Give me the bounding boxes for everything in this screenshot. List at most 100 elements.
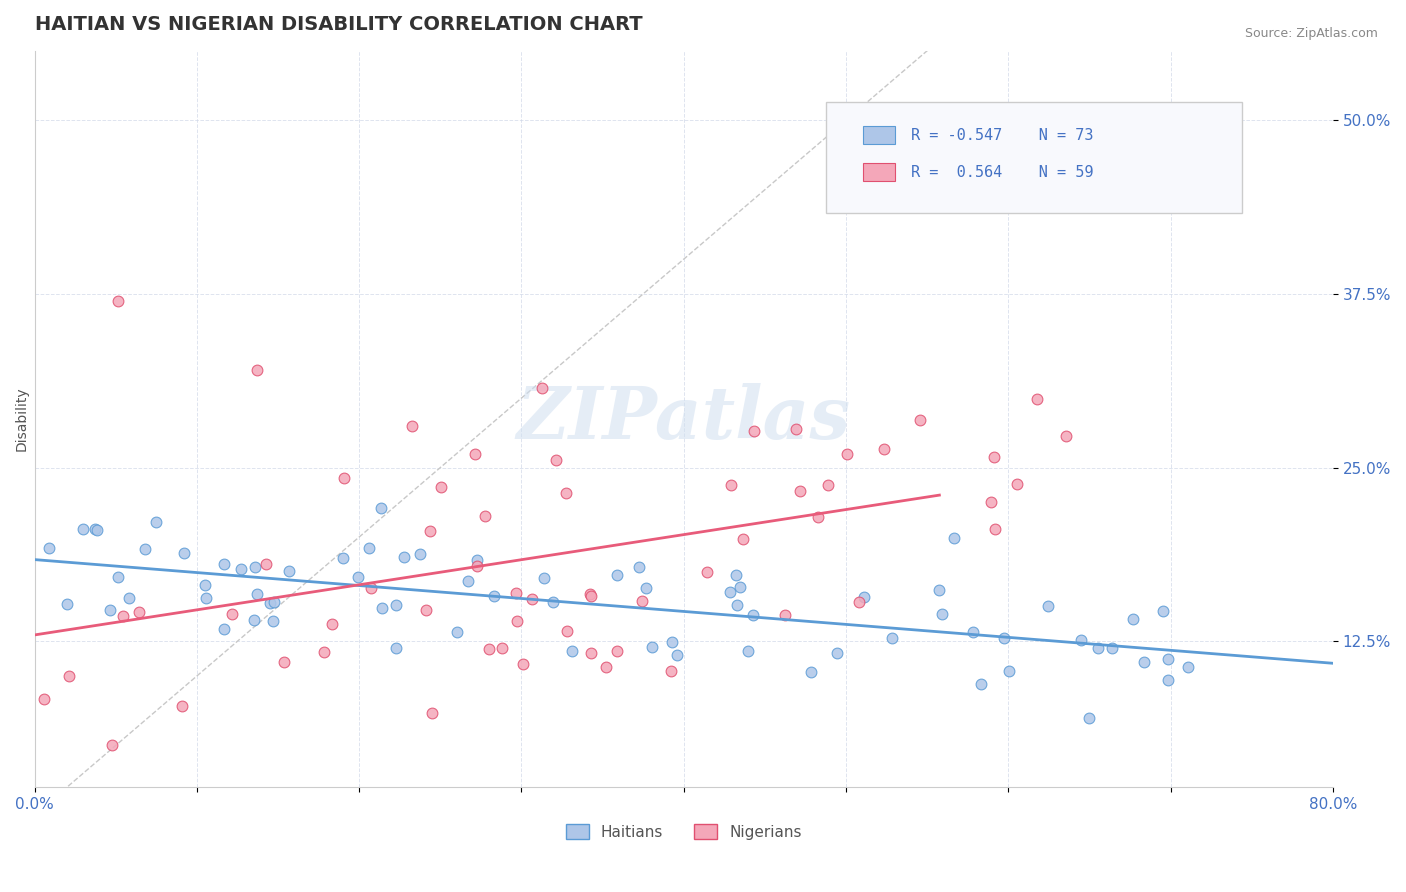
Point — [107, 293, 129, 308]
Text: ZIPatlas: ZIPatlas — [516, 384, 851, 455]
Point — [1070, 633, 1092, 648]
Point — [170, 698, 193, 713]
Point — [312, 645, 335, 659]
Point — [554, 485, 576, 500]
Point — [561, 644, 583, 658]
Point — [242, 613, 264, 627]
Point — [1152, 604, 1174, 618]
Point — [505, 586, 527, 600]
Point — [962, 624, 984, 639]
Point — [332, 550, 354, 565]
Text: R =  0.564    N = 59: R = 0.564 N = 59 — [911, 165, 1094, 180]
Point — [659, 664, 682, 678]
Point — [278, 564, 301, 578]
Point — [491, 640, 513, 655]
Point — [825, 646, 848, 660]
Point — [195, 591, 218, 605]
Point — [465, 558, 488, 573]
Point — [55, 597, 77, 611]
Point — [254, 557, 277, 571]
Point — [273, 656, 295, 670]
Point — [1054, 429, 1077, 443]
Point — [128, 605, 150, 619]
Point — [993, 631, 1015, 645]
Point — [482, 589, 505, 603]
Point — [880, 631, 903, 645]
Point — [696, 565, 718, 579]
Point — [720, 478, 742, 492]
Point — [173, 546, 195, 560]
Point — [430, 480, 453, 494]
Point — [741, 608, 763, 623]
Point — [595, 660, 617, 674]
Point — [360, 582, 382, 596]
Point — [737, 643, 759, 657]
Point — [1122, 612, 1144, 626]
Point — [546, 453, 568, 467]
FancyBboxPatch shape — [827, 103, 1241, 213]
Point — [848, 595, 870, 609]
Point — [1007, 477, 1029, 491]
Point — [853, 590, 876, 604]
Point — [221, 607, 243, 622]
Point — [1177, 659, 1199, 673]
Point — [718, 585, 741, 599]
Point — [1078, 711, 1101, 725]
Point — [263, 595, 285, 609]
Legend: Haitians, Nigerians: Haitians, Nigerians — [560, 818, 807, 846]
Text: R = -0.547    N = 73: R = -0.547 N = 73 — [911, 128, 1094, 143]
Point — [789, 483, 811, 498]
Point — [800, 665, 823, 680]
Point — [457, 574, 479, 588]
Point — [837, 447, 859, 461]
Point — [357, 541, 380, 556]
Point — [246, 363, 269, 377]
Point — [474, 509, 496, 524]
Point — [333, 471, 356, 485]
FancyBboxPatch shape — [863, 162, 896, 181]
Point — [1132, 655, 1154, 669]
Point — [640, 640, 662, 655]
Point — [321, 617, 343, 632]
Point — [873, 442, 896, 456]
Point — [478, 641, 501, 656]
Point — [394, 549, 416, 564]
Point — [522, 591, 544, 606]
Point — [666, 648, 689, 662]
Y-axis label: Disability: Disability — [15, 386, 30, 451]
Point — [1157, 673, 1180, 687]
Point — [422, 706, 444, 720]
Point — [908, 412, 931, 426]
Point — [58, 669, 80, 683]
Point — [464, 447, 486, 461]
Point — [742, 424, 765, 438]
Point — [983, 522, 1005, 536]
Point — [928, 583, 950, 598]
Point — [785, 422, 807, 436]
Point — [980, 495, 1002, 509]
Point — [969, 677, 991, 691]
Point — [543, 594, 565, 608]
Point — [1087, 640, 1109, 655]
Text: HAITIAN VS NIGERIAN DISABILITY CORRELATION CHART: HAITIAN VS NIGERIAN DISABILITY CORRELATI… — [35, 15, 643, 34]
Point — [661, 634, 683, 648]
Point — [385, 640, 408, 655]
Point — [631, 593, 654, 607]
Point — [212, 557, 235, 571]
Point — [606, 568, 628, 582]
Point — [636, 581, 658, 595]
Point — [246, 587, 269, 601]
Point — [533, 570, 555, 584]
Point — [384, 598, 406, 612]
Point — [931, 607, 953, 621]
Point — [807, 509, 830, 524]
Point — [579, 586, 602, 600]
Point — [773, 608, 796, 623]
Point — [606, 644, 628, 658]
Point — [579, 590, 602, 604]
Point — [505, 615, 527, 629]
Point — [725, 568, 748, 582]
Point — [555, 624, 578, 638]
Point — [38, 541, 60, 556]
Point — [212, 622, 235, 636]
